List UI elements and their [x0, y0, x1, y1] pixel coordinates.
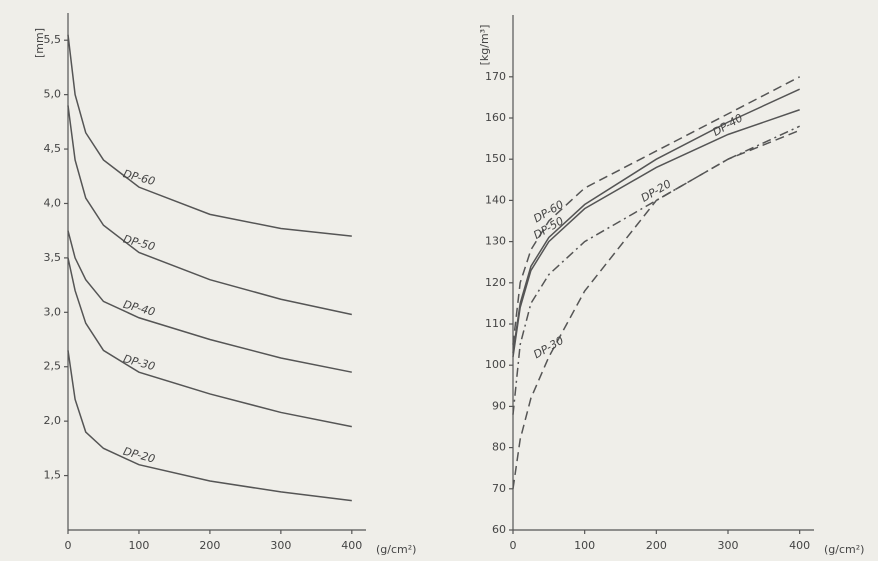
y-tick-label: 170 — [485, 70, 506, 83]
y-tick-label: 4,0 — [44, 196, 62, 209]
y-tick-label: 120 — [485, 276, 506, 289]
y-tick-label: 4,5 — [44, 142, 62, 155]
x-tick-label: 400 — [341, 539, 362, 552]
y-tick-label: 3,0 — [44, 305, 62, 318]
series-label: DP-50 — [122, 232, 157, 253]
line-series — [513, 126, 800, 414]
y-tick-label: 3,5 — [44, 251, 62, 264]
line-series — [68, 106, 352, 315]
x-tick-label: 300 — [718, 539, 739, 552]
x-tick-label: 200 — [646, 539, 667, 552]
y-tick-label: 60 — [492, 523, 506, 536]
x-tick-label: 0 — [510, 539, 517, 552]
series-label: DP-60 — [122, 167, 157, 188]
x-tick-label: 0 — [65, 539, 72, 552]
y-tick-label: 2,5 — [44, 360, 62, 373]
line-series — [513, 110, 800, 357]
y-tick-label: 130 — [485, 235, 506, 248]
x-tick-label: 100 — [574, 539, 595, 552]
y-tick-label: 160 — [485, 111, 506, 124]
y-axis-label: [mm] — [33, 28, 46, 58]
x-tick-label: 400 — [789, 539, 810, 552]
y-tick-label: 80 — [492, 441, 506, 454]
series-label: DP-30 — [122, 352, 157, 373]
figure: 1,5 2,0 2,5 3,0 3,5 4,0 4,5 5,0 5,5 0 100 200 300 400… — [0, 0, 878, 561]
y-axis-label: [kg/m³] — [478, 25, 491, 66]
y-tick-label: 90 — [492, 399, 506, 412]
x-tick-label: 200 — [199, 539, 220, 552]
line-series — [68, 231, 352, 372]
line-series — [68, 350, 352, 500]
series-label: DP-30 — [531, 334, 566, 361]
series-label: DP-20 — [122, 445, 157, 466]
y-tick-label: 5,0 — [44, 88, 62, 101]
line-series — [68, 258, 352, 427]
y-tick-label: 5,5 — [44, 33, 62, 46]
y-tick-label: 70 — [492, 482, 506, 495]
x-tick-label: 300 — [270, 539, 291, 552]
x-tick-label: 100 — [128, 539, 149, 552]
line-series — [68, 35, 352, 236]
x-axis-label: (g/cm²) — [824, 543, 864, 556]
series-label: DP-40 — [122, 298, 157, 319]
y-tick-label: 140 — [485, 193, 506, 206]
y-tick-label: 110 — [485, 317, 506, 330]
y-tick-label: 150 — [485, 152, 506, 165]
y-tick-label: 1,5 — [44, 469, 62, 482]
x-axis-label: (g/cm²) — [376, 543, 416, 556]
y-tick-label: 2,0 — [44, 414, 62, 427]
y-tick-label: 100 — [485, 358, 506, 371]
